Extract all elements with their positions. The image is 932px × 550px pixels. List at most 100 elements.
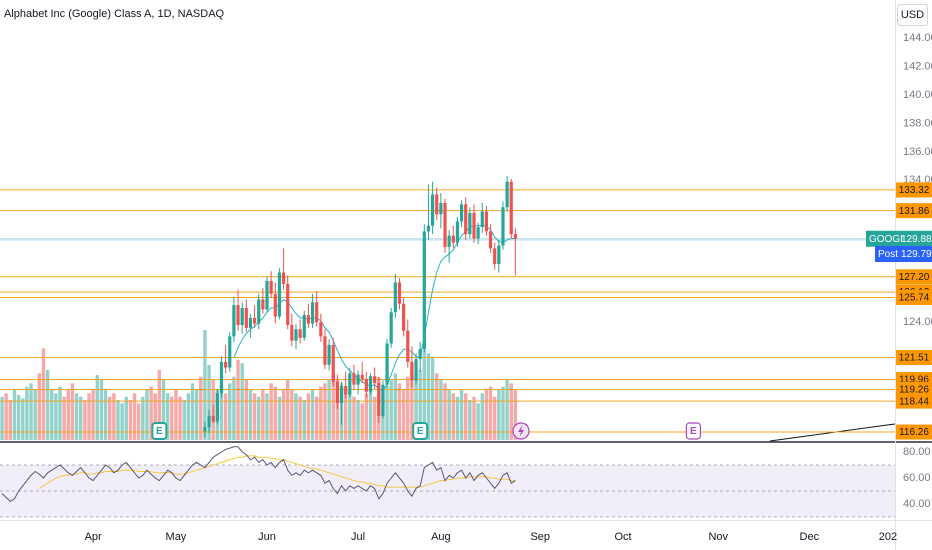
candle-body bbox=[248, 317, 253, 328]
volume-bar bbox=[410, 370, 414, 440]
candle-body bbox=[368, 376, 373, 392]
volume-bar bbox=[435, 373, 439, 440]
level-label: 133.32 bbox=[899, 185, 930, 196]
earnings-label[interactable]: E bbox=[417, 426, 424, 437]
volume-bar bbox=[323, 383, 327, 440]
currency[interactable]: USD bbox=[901, 9, 924, 21]
candle-body bbox=[219, 361, 224, 394]
volume-bar bbox=[4, 393, 8, 440]
level-label: 119.96 bbox=[899, 375, 929, 386]
volume-bar bbox=[29, 383, 33, 440]
volume-bar bbox=[128, 400, 133, 440]
volume-bar bbox=[228, 383, 232, 440]
candle-body bbox=[302, 315, 306, 338]
volume-bar bbox=[91, 390, 95, 440]
candle-body bbox=[331, 344, 335, 382]
x-tick-label: Oct bbox=[614, 531, 631, 543]
volume-bar bbox=[132, 393, 137, 440]
y-tick-label: 144.00 bbox=[903, 32, 932, 44]
volume-bar bbox=[103, 390, 108, 440]
candle-body bbox=[480, 211, 484, 228]
price-symbol: GOOGL bbox=[869, 234, 906, 245]
earnings-label[interactable]: E bbox=[156, 426, 163, 437]
earnings-marker[interactable] bbox=[151, 422, 168, 440]
candle-body bbox=[273, 293, 277, 317]
level-label-box bbox=[896, 381, 932, 397]
earnings-marker[interactable] bbox=[412, 422, 429, 440]
volume-bar bbox=[45, 370, 50, 440]
volume-bar bbox=[83, 400, 87, 440]
candle-body bbox=[344, 386, 348, 395]
y-tick-label: 124.00 bbox=[903, 316, 932, 328]
candle-body bbox=[294, 329, 298, 341]
level-label-box bbox=[896, 203, 932, 219]
volume-bar bbox=[62, 396, 66, 440]
level-label: 127.20 bbox=[899, 272, 930, 283]
volume-bar bbox=[472, 396, 476, 440]
volume-bar bbox=[182, 400, 186, 440]
earnings-label[interactable]: E bbox=[690, 426, 697, 437]
candle-body bbox=[497, 245, 501, 264]
candle-body bbox=[472, 212, 476, 239]
candle-body bbox=[277, 272, 282, 317]
price-value: 129.88 bbox=[901, 234, 932, 245]
candle-body bbox=[315, 302, 319, 323]
candle-body bbox=[240, 308, 244, 326]
news-bolt[interactable] bbox=[518, 425, 524, 437]
x-tick-label: May bbox=[166, 531, 187, 543]
volume-bar bbox=[348, 393, 352, 440]
volume-bar bbox=[199, 376, 203, 440]
volume-bar bbox=[294, 393, 298, 440]
volume-bar bbox=[389, 380, 393, 440]
volume-bar bbox=[468, 400, 472, 440]
volume-bar bbox=[124, 396, 128, 440]
candle-body bbox=[356, 374, 360, 385]
candle-body bbox=[443, 202, 447, 247]
volume-bar bbox=[240, 363, 244, 440]
candle-body bbox=[459, 204, 464, 222]
candle-body bbox=[348, 373, 352, 395]
level-label-box bbox=[896, 289, 932, 305]
candle-body bbox=[360, 374, 364, 379]
chart-title: Alphabet Inc (Google) Class A, 1D, NASDA… bbox=[4, 8, 225, 20]
currency-box[interactable] bbox=[897, 4, 928, 26]
level-label: 121.51 bbox=[899, 353, 930, 364]
candle-body bbox=[261, 299, 265, 310]
candle-body bbox=[207, 415, 211, 428]
volume-bar bbox=[70, 383, 75, 440]
volume-bar bbox=[99, 380, 104, 440]
volume-bar bbox=[327, 380, 331, 440]
candle-body bbox=[509, 181, 513, 235]
volume-bar bbox=[352, 396, 356, 440]
volume-bar bbox=[87, 393, 91, 440]
post-label: Post bbox=[878, 249, 898, 260]
volume-bar bbox=[232, 376, 236, 440]
volume-bar bbox=[397, 383, 402, 440]
candle-body bbox=[402, 303, 406, 331]
volume-bar bbox=[314, 396, 319, 440]
candle-body bbox=[501, 207, 505, 246]
candle-body bbox=[422, 231, 426, 350]
volume-bar bbox=[464, 393, 468, 440]
candle-body bbox=[290, 325, 294, 341]
candle-body bbox=[281, 272, 286, 284]
volume-bar bbox=[207, 365, 211, 440]
volume-bar bbox=[501, 386, 505, 440]
volume-bar bbox=[141, 396, 145, 440]
volume-bar bbox=[335, 380, 340, 440]
volume-bar bbox=[406, 376, 410, 440]
volume-bar bbox=[401, 390, 406, 440]
candle-body bbox=[484, 211, 489, 232]
candle-body bbox=[406, 330, 410, 362]
candle-body bbox=[323, 336, 327, 365]
x-tick-label: Sep bbox=[530, 531, 550, 543]
volume-bar bbox=[455, 396, 460, 440]
earnings-marker[interactable] bbox=[685, 422, 701, 440]
level-label: 118.44 bbox=[899, 396, 929, 407]
news-icon[interactable] bbox=[512, 422, 530, 440]
volume-bar bbox=[306, 393, 311, 440]
volume-bar bbox=[33, 390, 37, 440]
candle-body bbox=[513, 234, 517, 239]
y-tick-label: 138.00 bbox=[903, 117, 932, 129]
